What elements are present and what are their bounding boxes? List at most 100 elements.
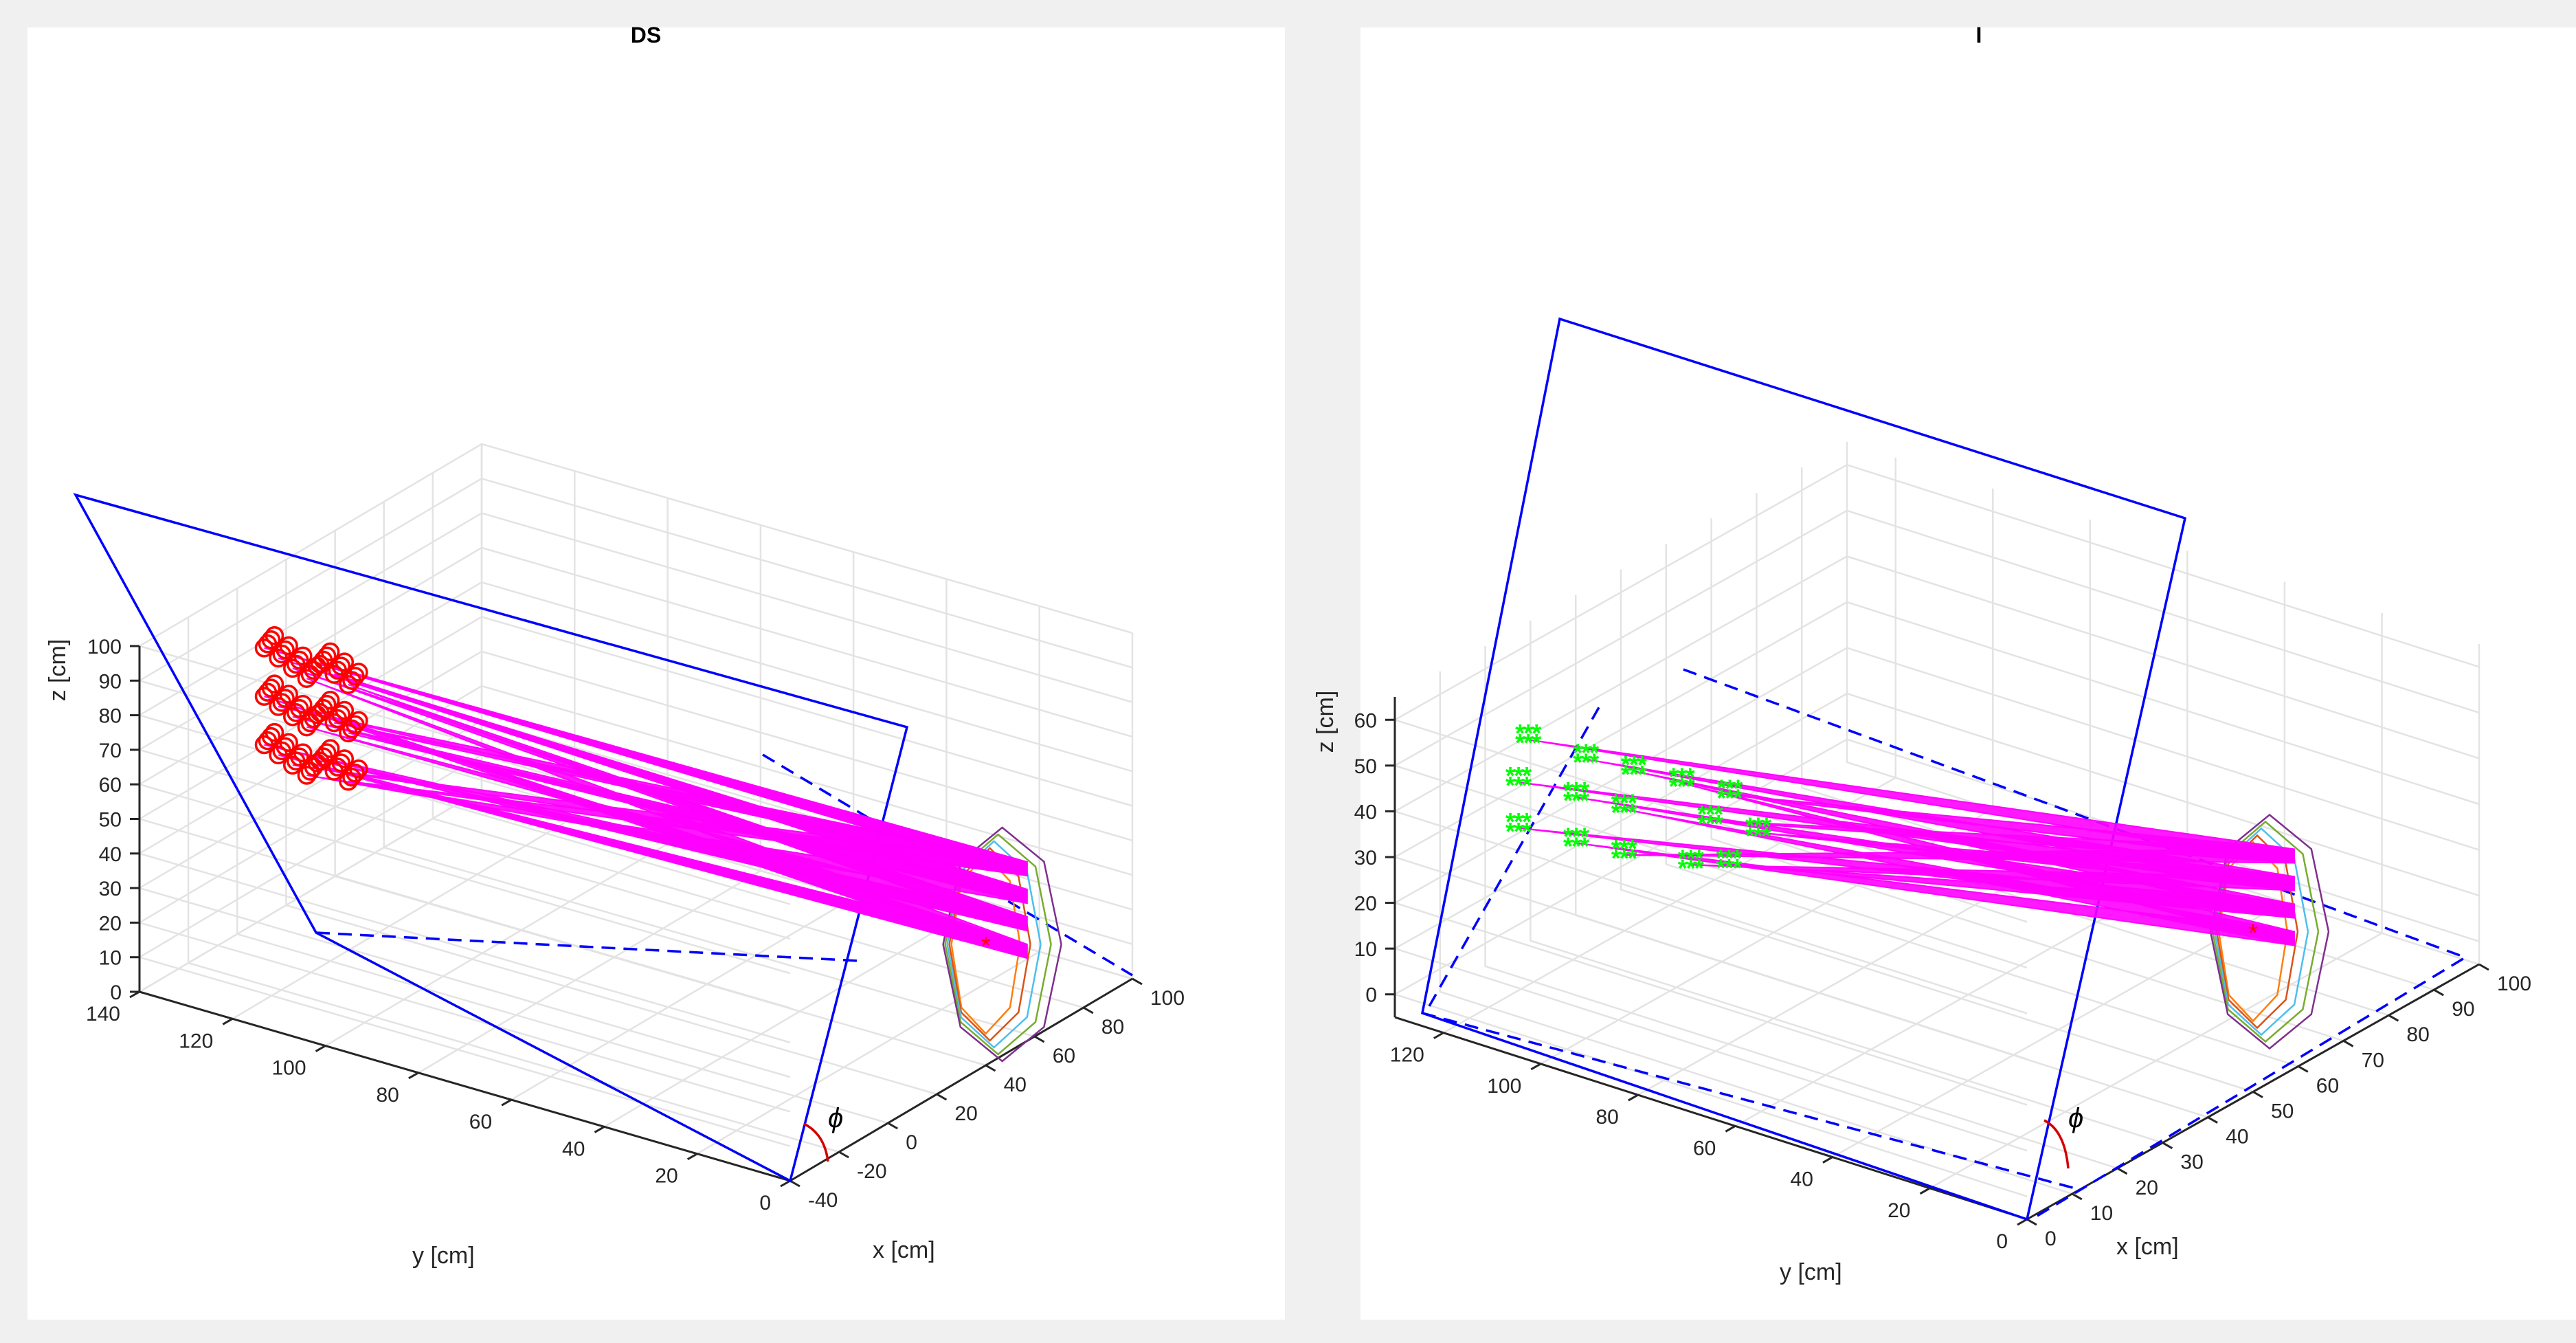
point-marker <box>293 646 313 666</box>
source-marker: * <box>2248 919 2258 947</box>
point-marker: * <box>1620 798 1629 826</box>
point-marker: * <box>1629 760 1639 788</box>
y-tick-label: 120 <box>1390 1044 1424 1067</box>
x-tick-label: 60 <box>1053 1045 1075 1067</box>
y-tick-mark <box>315 1045 326 1052</box>
y-tick-mark <box>1725 1125 1736 1133</box>
point-marker: * <box>1677 772 1687 800</box>
x-tick-mark <box>2207 1116 2218 1124</box>
y-axis-label: y [cm] <box>412 1243 475 1269</box>
y-tick-mark <box>1822 1156 1833 1164</box>
point-marker <box>349 759 368 779</box>
angle-arc <box>2043 1119 2070 1169</box>
point-marker <box>335 700 355 720</box>
z-tick-label: 50 <box>1354 755 1377 778</box>
chart-title: DS <box>631 23 661 47</box>
y-axis-line <box>139 990 791 1182</box>
point-marker: * <box>1581 739 1591 767</box>
point-marker <box>279 733 298 753</box>
point-marker: * <box>1754 822 1763 850</box>
x-tick-mark <box>1033 1035 1045 1043</box>
y-axis-line <box>1394 1016 2028 1221</box>
point-marker: * <box>1705 800 1715 828</box>
ray-bundle <box>348 780 1028 877</box>
y-tick-label: 80 <box>376 1084 399 1107</box>
x-tick-mark <box>1083 1006 1094 1014</box>
axis-lines <box>129 645 1143 1188</box>
point-marker: * <box>1733 784 1743 812</box>
point-marker: * <box>1697 800 1707 828</box>
grid-line-z <box>137 477 1133 871</box>
y-tick-label: 20 <box>655 1165 677 1188</box>
point-marker <box>335 652 355 672</box>
point-marker: * <box>1522 817 1532 845</box>
x-tick-mark <box>2072 1192 2083 1201</box>
point-marker: * <box>1505 808 1515 836</box>
x-tick-mark <box>887 1122 899 1130</box>
point-marker: * <box>1685 772 1695 800</box>
point-marker: * <box>1745 812 1755 841</box>
point-marker: * <box>1714 810 1723 838</box>
plane-dashed-edge <box>762 753 1133 977</box>
x-tick-label: 70 <box>2362 1049 2384 1072</box>
x-axis-label: x [cm] <box>2116 1234 2179 1260</box>
data-points: * <box>254 625 991 959</box>
point-marker <box>307 753 327 773</box>
ray-bundle <box>1624 848 2295 864</box>
x-tick-mark <box>2116 1167 2128 1175</box>
detector-ring <box>944 833 1052 1056</box>
y-tick-label: 40 <box>562 1137 585 1160</box>
point-marker: * <box>1563 832 1573 861</box>
grid-line-x <box>1530 620 2163 1144</box>
z-tick-label: 60 <box>99 774 122 797</box>
point-marker: * <box>1523 729 1533 757</box>
point-marker: * <box>1620 834 1629 863</box>
point-marker: * <box>1505 762 1515 790</box>
point-marker: * <box>1686 844 1696 872</box>
point-marker: * <box>1669 762 1679 790</box>
point-marker: * <box>1514 771 1523 799</box>
grid-line-z <box>1392 555 2480 1014</box>
point-marker <box>261 726 281 746</box>
point-marker: * <box>1678 844 1688 872</box>
point-marker: * <box>1611 844 1621 872</box>
y-tick-label: 60 <box>469 1111 492 1133</box>
y-tick-label: 100 <box>1487 1075 1521 1098</box>
point-marker: * <box>1580 832 1589 861</box>
z-tick-label: 0 <box>1365 984 1377 1007</box>
point-marker <box>304 757 324 777</box>
x-tick-mark <box>2433 988 2444 997</box>
plane-dashed-edge <box>315 931 860 962</box>
point-marker <box>307 656 327 676</box>
rays <box>1518 739 2295 946</box>
x-tick-mark <box>936 1093 948 1101</box>
point-marker: * <box>1532 729 1541 757</box>
point-marker <box>335 749 355 768</box>
x-tick-mark <box>2478 963 2489 971</box>
x-tick-mark <box>789 1179 800 1188</box>
point-marker <box>349 711 368 731</box>
y-tick-label: 100 <box>272 1057 306 1080</box>
ray-bundle <box>1729 863 2295 919</box>
y-tick-label: 40 <box>1791 1168 1813 1191</box>
z-tick-label: 20 <box>99 912 122 935</box>
point-marker <box>276 640 295 660</box>
x-tick-label: 60 <box>2316 1074 2339 1097</box>
point-marker: * <box>1716 775 1726 803</box>
grid-line-y <box>1929 612 2383 1189</box>
point-marker: * <box>1628 844 1637 872</box>
point-marker: * <box>1621 751 1631 779</box>
grid-line-x <box>1620 569 2254 1093</box>
point-marker: * <box>1514 762 1523 790</box>
point-marker <box>317 646 337 666</box>
x-tick-label: 50 <box>2271 1100 2294 1123</box>
point-marker: * <box>1581 748 1591 777</box>
tick-labels: 0 10 20 30 40 50 60 70 80 90 100 0 20 40 60 80 100 120 0 10… <box>1354 709 2531 1253</box>
point-marker: * <box>1716 854 1725 882</box>
point-marker <box>331 656 351 676</box>
point-marker <box>276 689 295 708</box>
point-marker <box>265 722 284 742</box>
point-marker <box>317 694 337 714</box>
y-tick-label: 80 <box>1595 1106 1618 1129</box>
point-marker: * <box>1705 810 1715 838</box>
